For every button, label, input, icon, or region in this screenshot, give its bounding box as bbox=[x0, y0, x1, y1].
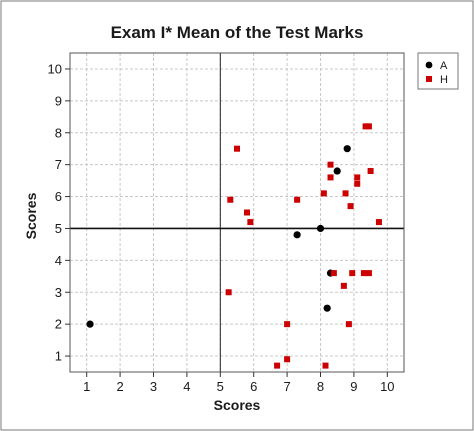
point-a bbox=[333, 167, 341, 175]
point-h bbox=[227, 196, 234, 203]
x-tick-label: 8 bbox=[317, 379, 324, 394]
point-a bbox=[343, 145, 351, 153]
legend: AH bbox=[417, 52, 459, 90]
y-tick-label: 10 bbox=[48, 61, 62, 76]
x-tick-label: 10 bbox=[380, 379, 394, 394]
point-h bbox=[375, 219, 382, 226]
grid-lines bbox=[70, 53, 404, 372]
plot-area bbox=[69, 52, 405, 373]
y-tick-label: 5 bbox=[55, 221, 62, 236]
y-tick-label: 1 bbox=[55, 349, 62, 364]
point-h bbox=[274, 362, 281, 369]
axis-ticks: 1 2 3 4 5 6 7 8 9 10 1 2 3 4 5 6 7 8 9 10 bbox=[48, 61, 395, 394]
point-h bbox=[360, 270, 367, 277]
legend-label-h: H bbox=[440, 74, 448, 86]
x-tick-label: 6 bbox=[250, 379, 257, 394]
y-tick-label: 2 bbox=[55, 317, 62, 332]
legend-label-a: A bbox=[440, 60, 448, 72]
y-tick-label: 7 bbox=[55, 157, 62, 172]
y-tick-label: 9 bbox=[55, 93, 62, 108]
point-h bbox=[340, 282, 347, 289]
y-axis-label: Scores bbox=[23, 192, 39, 239]
point-h bbox=[294, 196, 301, 203]
point-h bbox=[284, 321, 291, 328]
x-tick-label: 4 bbox=[183, 379, 190, 394]
point-h bbox=[362, 123, 369, 130]
x-tick-label: 2 bbox=[116, 379, 123, 394]
point-h bbox=[354, 180, 361, 187]
point-h bbox=[247, 219, 254, 226]
point-h bbox=[225, 289, 232, 296]
point-h bbox=[349, 270, 356, 277]
point-h bbox=[345, 321, 352, 328]
x-tick-label: 7 bbox=[283, 379, 290, 394]
y-tick-label: 3 bbox=[55, 285, 62, 300]
point-h bbox=[327, 174, 334, 181]
point-h bbox=[330, 270, 337, 277]
point-a bbox=[86, 320, 94, 328]
point-a bbox=[293, 231, 301, 239]
point-h bbox=[367, 168, 374, 175]
x-axis-label: Scores bbox=[214, 397, 261, 413]
y-tick-label: 8 bbox=[55, 125, 62, 140]
x-tick-label: 9 bbox=[350, 379, 357, 394]
y-tick-label: 6 bbox=[55, 189, 62, 204]
x-tick-label: 3 bbox=[150, 379, 157, 394]
point-h bbox=[365, 123, 372, 130]
point-h bbox=[284, 356, 291, 363]
point-h bbox=[354, 174, 361, 181]
point-h bbox=[320, 190, 327, 197]
data-points bbox=[86, 123, 382, 369]
legend-box bbox=[417, 52, 459, 90]
x-tick-label: 5 bbox=[217, 379, 224, 394]
point-a bbox=[316, 224, 325, 233]
legend-marker-h bbox=[426, 76, 432, 82]
point-h bbox=[244, 209, 251, 216]
chart-title: Exam I* Mean of the Test Marks bbox=[111, 23, 364, 42]
point-h bbox=[234, 145, 240, 152]
legend-marker-a bbox=[425, 61, 433, 69]
point-h bbox=[347, 203, 354, 210]
reference-lines bbox=[70, 53, 404, 372]
point-h bbox=[342, 190, 349, 197]
point-a bbox=[323, 304, 331, 312]
y-tick-label: 4 bbox=[55, 253, 62, 268]
x-tick-label: 1 bbox=[83, 379, 90, 394]
point-h bbox=[365, 270, 372, 277]
point-h bbox=[322, 362, 329, 369]
point-h bbox=[327, 161, 334, 168]
